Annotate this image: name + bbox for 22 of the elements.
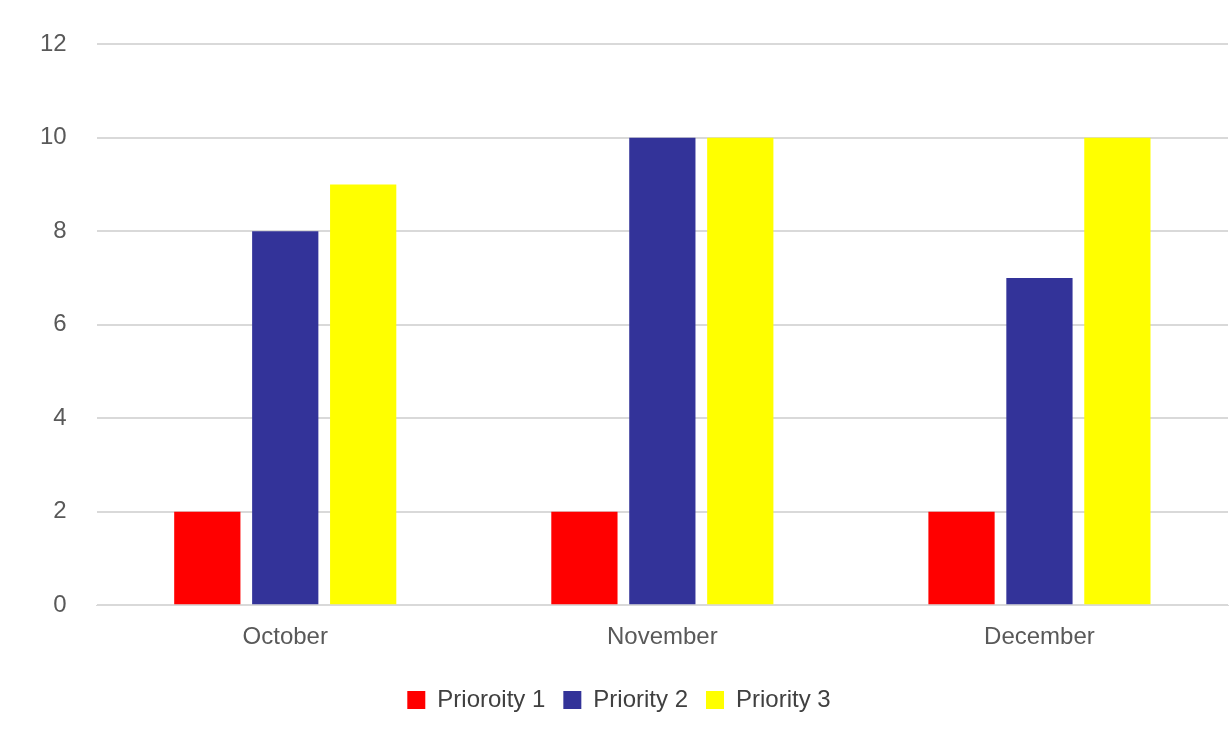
x-tick-label: December [984, 622, 1095, 650]
y-tick-label: 6 [53, 309, 67, 337]
y-tick-label: 8 [53, 215, 67, 243]
y-tick-label: 10 [39, 122, 67, 150]
legend-label: Priority 3 [736, 684, 831, 712]
bar [252, 231, 319, 605]
bar [551, 511, 618, 605]
x-tick-label: October [242, 622, 328, 650]
bar [330, 184, 397, 605]
y-tick-label: 12 [39, 29, 67, 57]
bar [1006, 278, 1073, 605]
legend-label: Prioroity 1 [437, 684, 546, 712]
y-tick-label: 0 [53, 589, 67, 617]
y-tick-label: 4 [53, 402, 67, 430]
bar [1084, 137, 1151, 605]
bar [707, 137, 774, 605]
bar [928, 511, 995, 605]
x-tick-label: November [606, 622, 718, 650]
bar [174, 511, 241, 605]
bar [629, 137, 696, 605]
legend-label: Priority 2 [593, 684, 689, 712]
y-tick-label: 2 [53, 496, 67, 524]
